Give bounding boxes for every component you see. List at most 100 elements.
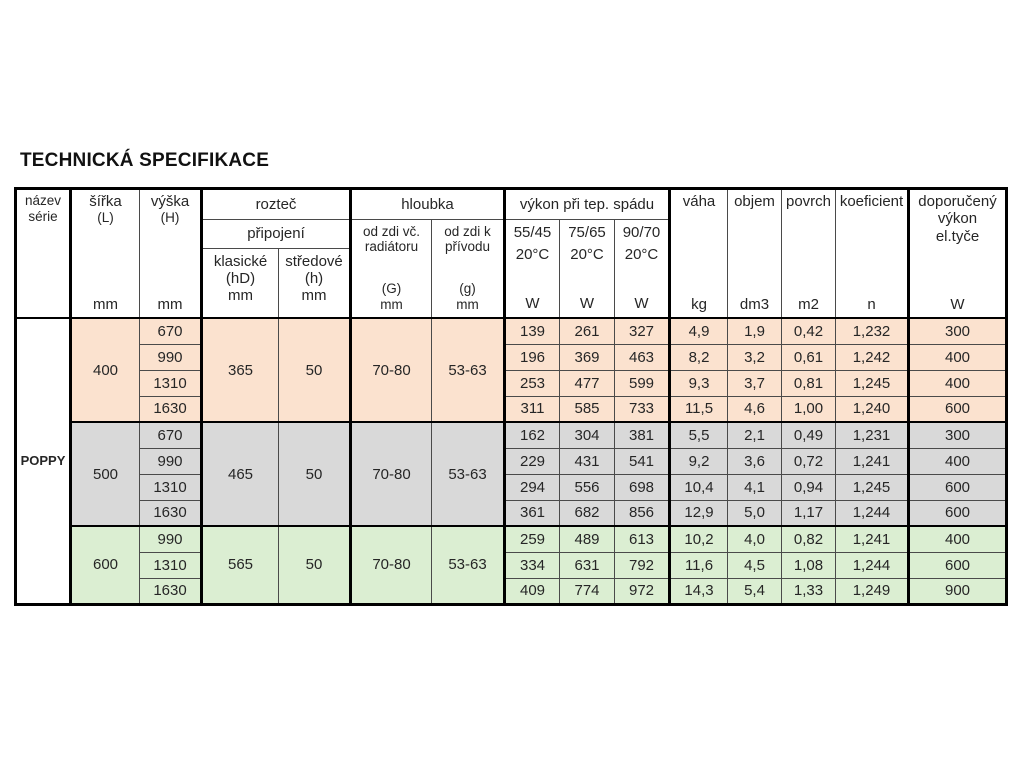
table-header: název série šířka (L) mm výška (H) mm [15, 188, 1007, 319]
cell-vaha: 14,3 [669, 577, 728, 605]
cell-hloubka-g-group1: 70-80 [350, 317, 432, 423]
cell-objem: 4,0 [727, 525, 782, 553]
cell-objem: 3,2 [727, 343, 782, 371]
header-vykon-9070: 90/70 20°C W [614, 219, 671, 319]
cell-vykon-7565: 489 [559, 525, 615, 553]
header-sirka-line2: (L) [97, 210, 114, 226]
header-vykon-9070-unit: W [634, 295, 649, 313]
header-vykon: výkon při tep. spádu [504, 188, 671, 220]
header-koeficient-unit: n [867, 295, 876, 313]
header-pripojeni: připojení [201, 219, 352, 249]
cell-dop-vykon: 400 [908, 369, 1007, 397]
cell-povrch: 0,42 [781, 317, 836, 345]
cell-objem: 1,9 [727, 317, 782, 345]
header-hloubka-gg-sym: (g) [459, 281, 476, 297]
cell-objem: 4,1 [727, 473, 782, 501]
cell-vyska: 1310 [139, 551, 203, 579]
header-vykon-5545-unit: W [525, 295, 540, 313]
header-vykon-9070-room: 20°C [624, 245, 659, 263]
cell-vyska: 990 [139, 525, 203, 553]
cell-koeficient: 1,249 [835, 577, 910, 605]
cell-vykon-7565: 304 [559, 421, 615, 449]
header-dop-unit: W [950, 295, 965, 313]
cell-koeficient: 1,244 [835, 551, 910, 579]
cell-vyska: 1630 [139, 577, 203, 605]
cell-hloubka-gg-group3: 53-63 [431, 525, 506, 605]
cell-vyska: 670 [139, 317, 203, 345]
cell-vykon-7565: 477 [559, 369, 615, 397]
cell-vykon-5545: 229 [504, 447, 560, 475]
header-sirka: šířka (L) mm [70, 188, 140, 319]
header-nazev-serie: název série [15, 188, 72, 319]
header-hloubka-gg-line1: od zdi k [444, 223, 491, 239]
header-nazev-line1: název [24, 193, 62, 208]
header-vykon-9070-temp: 90/70 [622, 223, 661, 241]
cell-povrch: 0,81 [781, 369, 836, 397]
header-klasicke-unit: mm [228, 287, 253, 305]
cell-vykon-5545: 253 [504, 369, 560, 397]
cell-vaha: 5,5 [669, 421, 728, 449]
header-hloubka-gg-line2: přívodu [444, 239, 491, 255]
cell-sirka-group3: 600 [70, 525, 140, 605]
cell-roztec-klasicke-group1: 365 [201, 317, 279, 423]
cell-vykon-5545: 139 [504, 317, 560, 345]
cell-vykon-9070: 613 [614, 525, 671, 553]
cell-vykon-9070: 972 [614, 577, 671, 605]
cell-dop-vykon: 600 [908, 473, 1007, 501]
cell-roztec-stredove-group1: 50 [278, 317, 352, 423]
header-hloubka-gg: od zdi k přívodu (g) mm [431, 219, 506, 319]
spec-table: název série šířka (L) mm výška (H) mm [14, 187, 1008, 606]
header-koeficient-label: koeficient [839, 193, 904, 210]
header-objem: objem dm3 [727, 188, 782, 319]
cell-roztec-stredove-group2: 50 [278, 421, 352, 527]
cell-dop-vykon: 900 [908, 577, 1007, 605]
cell-povrch: 1,00 [781, 395, 836, 423]
header-vykon-7565-temp: 75/65 [568, 223, 606, 241]
cell-dop-vykon: 600 [908, 395, 1007, 423]
cell-dop-vykon: 400 [908, 447, 1007, 475]
cell-povrch: 1,08 [781, 551, 836, 579]
header-dop-line3: el.tyče [935, 227, 980, 245]
cell-povrch: 0,94 [781, 473, 836, 501]
cell-koeficient: 1,245 [835, 473, 910, 501]
cell-hloubka-g-group3: 70-80 [350, 525, 432, 605]
header-vaha: váha kg [669, 188, 728, 319]
cell-vaha: 9,2 [669, 447, 728, 475]
header-vyska: výška (H) mm [139, 188, 203, 319]
header-hloubka-g-sym: (G) [381, 281, 402, 297]
cell-vyska: 1310 [139, 369, 203, 397]
cell-hloubka-g-group2: 70-80 [350, 421, 432, 527]
header-hloubka-gg-unit: mm [456, 296, 479, 312]
header-povrch-unit: m2 [798, 295, 819, 313]
cell-vykon-9070: 327 [614, 317, 671, 345]
header-koeficient: koeficient n [835, 188, 910, 319]
header-hloubka-g-line2: radiátoru [364, 239, 419, 255]
cell-objem: 4,5 [727, 551, 782, 579]
header-klasicke-sym: (hD) [225, 270, 256, 287]
cell-vaha: 4,9 [669, 317, 728, 345]
table-body: POPPY 400 670 365 50 70-80 53-63 139 261… [15, 317, 1007, 605]
header-vyska-line2: (H) [160, 210, 180, 226]
header-dop-line2: výkon [937, 210, 978, 228]
cell-objem: 5,0 [727, 499, 782, 527]
cell-vyska: 990 [139, 447, 203, 475]
cell-vykon-7565: 369 [559, 343, 615, 371]
cell-vykon-7565: 631 [559, 551, 615, 579]
cell-roztec-klasicke-group3: 565 [201, 525, 279, 605]
cell-objem: 5,4 [727, 577, 782, 605]
header-vykon-5545-temp: 55/45 [513, 223, 552, 241]
cell-objem: 3,7 [727, 369, 782, 397]
header-dop-line1: doporučený [918, 193, 997, 210]
cell-koeficient: 1,241 [835, 447, 910, 475]
header-stredove-sym: (h) [304, 270, 324, 287]
cell-roztec-stredove-group3: 50 [278, 525, 352, 605]
cell-vykon-7565: 585 [559, 395, 615, 423]
cell-vykon-9070: 733 [614, 395, 671, 423]
header-hloubka-g: od zdi vč. radiátoru (G) mm [350, 219, 432, 319]
header-klasicke-label: klasické [213, 252, 268, 270]
cell-koeficient: 1,231 [835, 421, 910, 449]
header-hloubka: hloubka [350, 188, 506, 220]
cell-vaha: 11,6 [669, 551, 728, 579]
cell-vyska: 1630 [139, 395, 203, 423]
cell-vykon-5545: 334 [504, 551, 560, 579]
